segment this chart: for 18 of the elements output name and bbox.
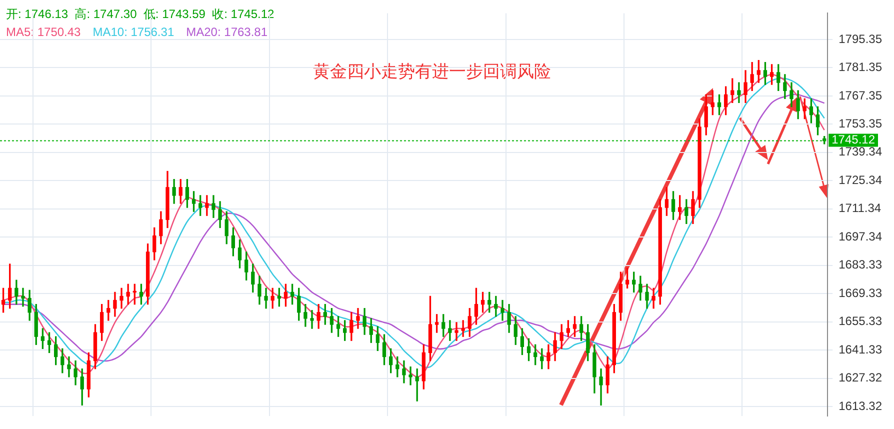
y-tick-label: 1697.34 xyxy=(838,229,882,244)
y-tick-label: 1795.35 xyxy=(838,32,882,46)
y-tick-label: 1781.35 xyxy=(838,60,882,74)
y-tick-label: 1725.34 xyxy=(838,172,882,187)
y-tick-label: 1711.34 xyxy=(838,201,882,216)
y-tick-label: 1739.34 xyxy=(838,144,882,159)
y-tick-label: 1627.32 xyxy=(838,370,882,385)
y-tick-label: 1753.35 xyxy=(838,116,882,130)
y-tick-label: 1683.33 xyxy=(838,258,882,272)
y-tick-label: 1641.33 xyxy=(838,342,882,356)
y-tick-label: 1613.32 xyxy=(838,398,882,413)
text: MA10: 1756.31 xyxy=(92,25,174,39)
y-tick-label: 1767.35 xyxy=(838,88,882,102)
y-tick-label: 1669.33 xyxy=(838,286,882,300)
y-tick-label: 1655.33 xyxy=(838,314,882,328)
text: MA20: 1763.81 xyxy=(186,25,268,39)
ref-line-label: 1745.12 xyxy=(832,132,876,147)
text: MA5: 1750.43 xyxy=(6,25,81,39)
